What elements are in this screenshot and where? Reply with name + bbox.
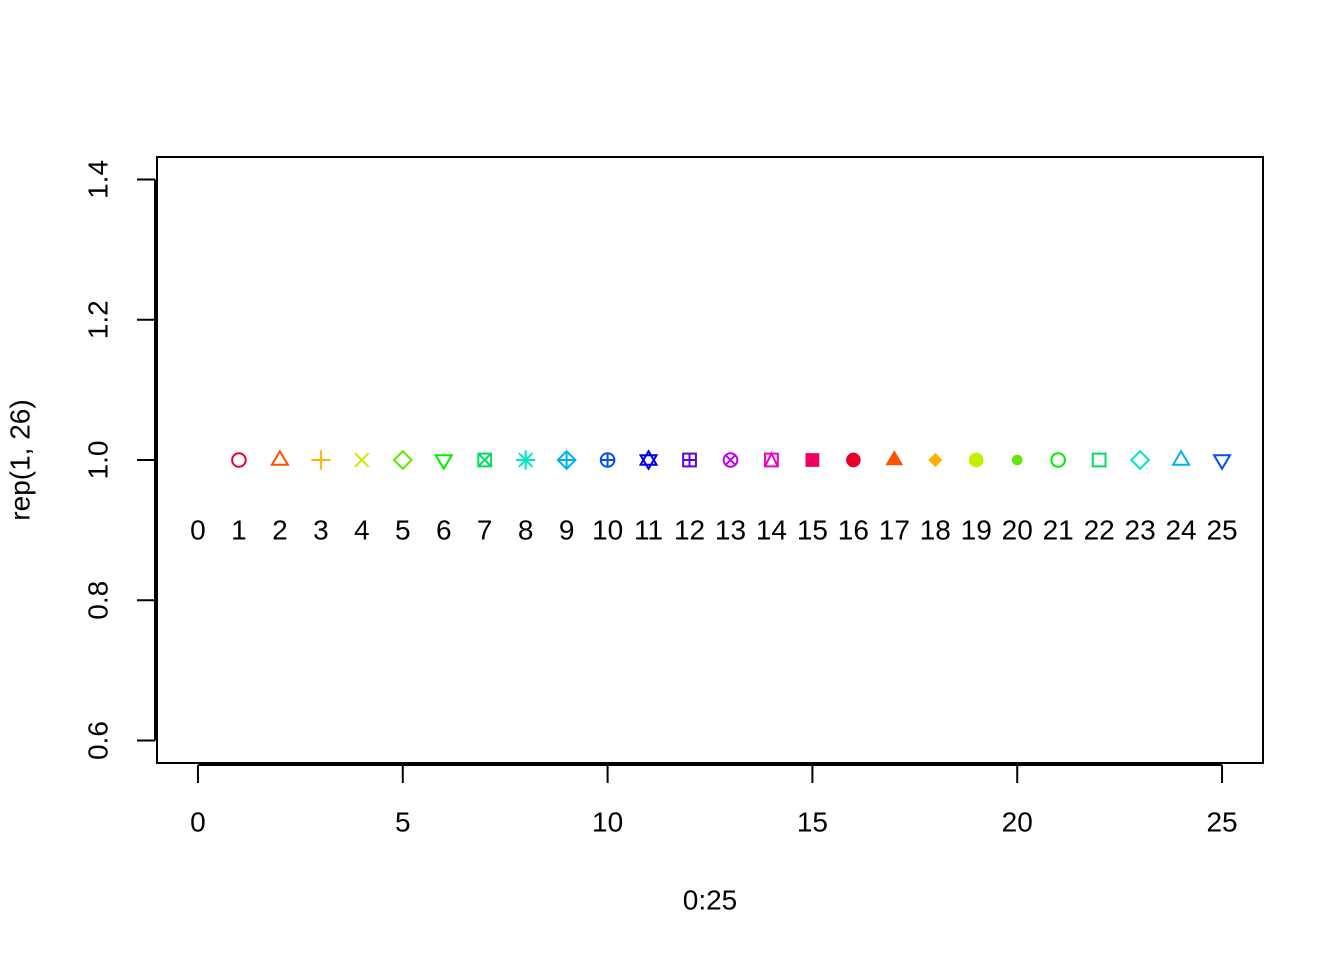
point-label: 4 [354, 514, 370, 545]
point [638, 449, 659, 471]
point-label: 8 [518, 514, 534, 545]
point [1129, 449, 1151, 471]
y-tick-label: 0.8 [82, 581, 113, 620]
point [682, 452, 697, 468]
point-label: 7 [477, 514, 493, 545]
point [270, 449, 290, 466]
y-tick-label: 0.6 [82, 721, 113, 760]
point [516, 450, 536, 470]
x-tick-label: 10 [592, 806, 623, 837]
point [311, 450, 331, 470]
point [1171, 449, 1191, 466]
point [1011, 454, 1023, 466]
x-tick-label: 5 [395, 806, 411, 837]
point [433, 454, 454, 471]
point [354, 452, 370, 468]
x-tick-label: 0 [190, 806, 206, 837]
point [556, 449, 577, 471]
x-tick-label: 15 [797, 806, 828, 837]
point-label: 17 [879, 514, 910, 545]
point-label: 6 [436, 514, 452, 545]
y-tick-label: 1.2 [82, 300, 113, 339]
point-label: 12 [674, 514, 705, 545]
point-label: 15 [797, 514, 828, 545]
point-label: 22 [1084, 514, 1115, 545]
point [392, 449, 413, 471]
y-tick-label: 1.0 [82, 441, 113, 480]
point [764, 451, 779, 468]
x-tick-label: 25 [1206, 806, 1237, 837]
point-label: 0 [190, 514, 206, 545]
point [722, 452, 739, 468]
point-label: 16 [838, 514, 869, 545]
point-label: 1 [231, 514, 247, 545]
point [1050, 452, 1066, 468]
point [477, 452, 493, 468]
point-label: 21 [1043, 514, 1074, 545]
y-tick-label: 1.4 [82, 160, 113, 199]
point-label: 19 [961, 514, 992, 545]
point [846, 452, 861, 468]
point-label: 11 [634, 514, 663, 545]
point [968, 452, 984, 468]
x-axis-label: 0:25 [683, 884, 738, 915]
point-label: 18 [920, 514, 951, 545]
plot-box [156, 156, 1264, 764]
point-label: 20 [1002, 514, 1033, 545]
point-label: 13 [715, 514, 746, 545]
point-label: 25 [1206, 514, 1237, 545]
point [805, 453, 820, 467]
point-label: 2 [272, 514, 288, 545]
x-tick-label: 20 [1002, 806, 1033, 837]
point-label: 3 [313, 514, 329, 545]
y-axis-label: rep(1, 26) [4, 399, 35, 520]
point [231, 452, 247, 468]
point-label: 10 [592, 514, 623, 545]
point [1212, 454, 1232, 471]
point [599, 452, 616, 468]
point-label: 5 [395, 514, 411, 545]
point-label: 23 [1125, 514, 1156, 545]
point [928, 452, 943, 468]
point-label: 14 [756, 514, 787, 545]
point [1091, 452, 1107, 468]
point-label: 9 [559, 514, 575, 545]
point [885, 450, 904, 466]
point [190, 452, 206, 468]
point-label: 24 [1165, 514, 1196, 545]
